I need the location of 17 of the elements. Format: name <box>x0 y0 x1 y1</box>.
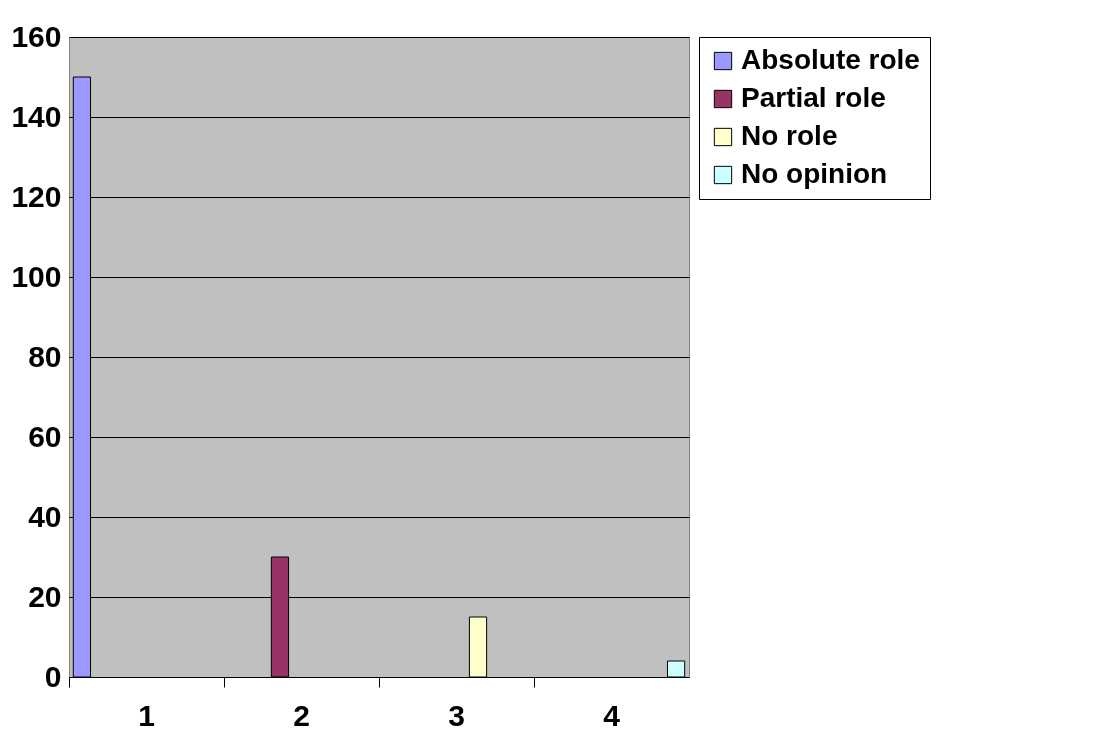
y-tick-label: 20 <box>28 579 62 613</box>
x-tick-label: 2 <box>293 698 310 732</box>
legend-label: Partial role <box>741 82 886 113</box>
legend-label: No opinion <box>741 158 888 189</box>
x-tick-label: 4 <box>603 698 621 732</box>
legend-label: No role <box>741 120 838 151</box>
y-tick-label: 80 <box>28 339 62 373</box>
y-tick-label: 160 <box>11 19 62 53</box>
y-tick-label: 100 <box>11 259 62 293</box>
y-tick-label: 40 <box>28 499 62 533</box>
x-tick-label: 3 <box>448 698 465 732</box>
y-tick-label: 0 <box>44 659 62 693</box>
y-tick-label: 140 <box>11 99 62 133</box>
y-tick-label: 60 <box>28 419 62 453</box>
legend-label: Absolute role <box>741 44 920 75</box>
x-tick-label: 1 <box>138 698 155 732</box>
y-tick-label: 120 <box>11 179 62 213</box>
